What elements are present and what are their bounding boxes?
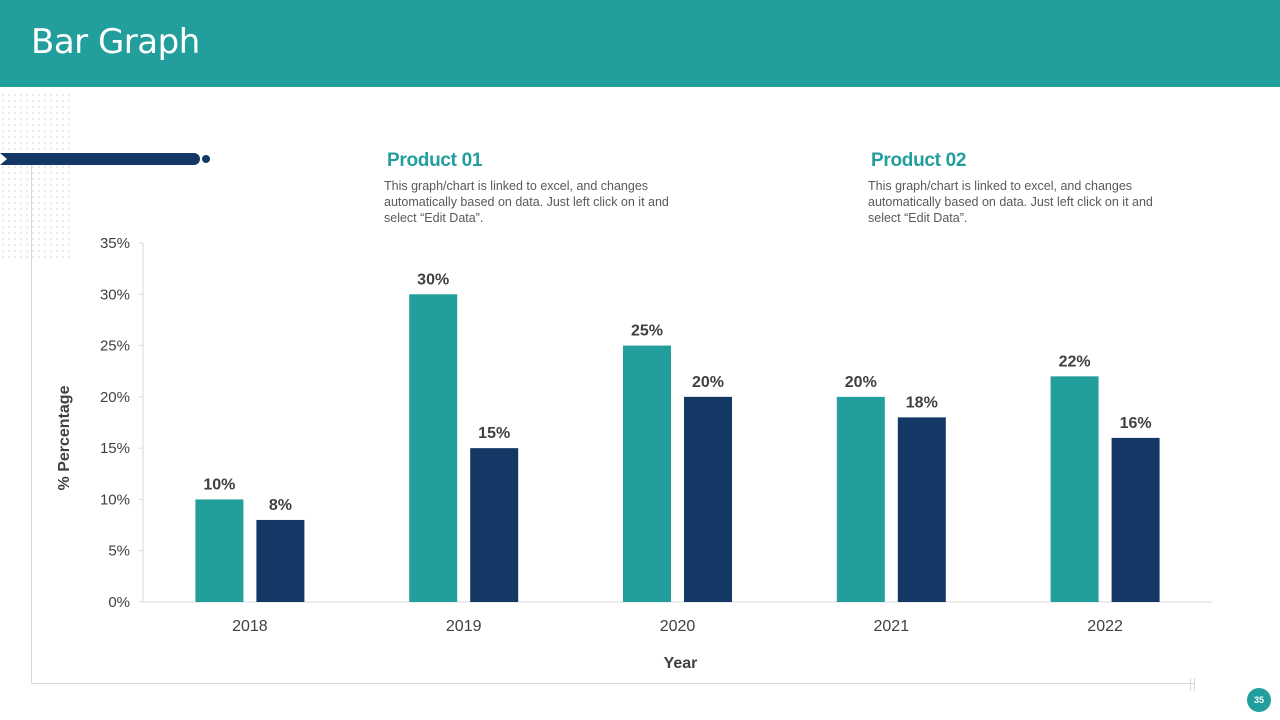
bar-series2-2018: [256, 519, 305, 602]
data-label: 10%: [203, 476, 235, 493]
decorative-dot: [202, 155, 210, 163]
bar-series2-2020: [684, 396, 732, 602]
data-label: 22%: [1059, 353, 1091, 370]
header-bar: Bar Graph: [0, 0, 1280, 87]
data-label: 15%: [478, 425, 510, 442]
y-tick-label: 30%: [100, 286, 130, 303]
bar-series1-2021: [836, 396, 885, 602]
x-axis-title: Year: [664, 655, 698, 672]
y-tick-label: 0%: [108, 594, 130, 611]
bar-series1-2022: [1050, 376, 1099, 602]
bar-series2-2019: [470, 448, 519, 602]
legend-product-01: Product 01 This graph/chart is linked to…: [384, 150, 674, 226]
frame-tick: [1194, 678, 1195, 691]
decorative-accent-bar: [0, 153, 200, 165]
frame-line-left: [31, 163, 32, 683]
bar-series1-2020: [623, 345, 671, 602]
bar-series1-2018: [195, 499, 244, 602]
page-number-badge: 35: [1247, 688, 1271, 712]
x-tick-label: 2019: [446, 618, 482, 635]
y-tick-label: 15%: [100, 440, 130, 457]
dot-pattern-decoration: [0, 92, 72, 260]
legend-product-01-description: This graph/chart is linked to excel, and…: [384, 179, 669, 225]
x-tick-label: 2020: [660, 618, 696, 635]
data-label: 16%: [1120, 415, 1152, 432]
legend-product-01-title: Product 01: [387, 150, 483, 171]
frame-tick: [1190, 678, 1191, 691]
data-label: 20%: [845, 374, 877, 391]
x-tick-label: 2018: [232, 618, 268, 635]
bar-series2-2022: [1111, 437, 1160, 602]
legend-product-02: Product 02 This graph/chart is linked to…: [868, 150, 1158, 226]
y-tick-label: 35%: [100, 235, 130, 252]
bar-series2-2021: [897, 417, 946, 602]
data-label: 18%: [906, 394, 938, 411]
legend-product-02-title: Product 02: [871, 150, 967, 171]
y-tick-label: 5%: [108, 543, 130, 560]
frame-line-bottom: [31, 683, 1194, 684]
legend-product-02-description: This graph/chart is linked to excel, and…: [868, 179, 1153, 225]
data-label: 25%: [631, 323, 663, 340]
data-label: 8%: [269, 497, 292, 514]
y-axis-title: % Percentage: [56, 385, 73, 490]
bar-series1-2019: [409, 294, 458, 602]
x-tick-label: 2022: [1087, 618, 1123, 635]
decorative-notch: [0, 153, 7, 165]
page-title: Bar Graph: [31, 22, 200, 62]
y-tick-label: 10%: [100, 491, 130, 508]
data-label: 20%: [692, 374, 724, 391]
x-tick-label: 2021: [874, 618, 910, 635]
data-label: 30%: [417, 271, 449, 288]
y-tick-label: 25%: [100, 338, 130, 355]
y-tick-label: 20%: [100, 389, 130, 406]
